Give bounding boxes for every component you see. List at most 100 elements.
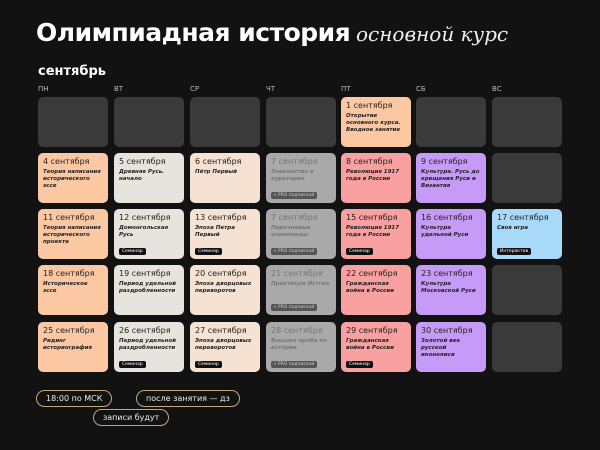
lesson-card[interactable]: 13 сентября Эпоха Петра Первый Семинар bbox=[190, 209, 260, 259]
lesson-tag: Семинар bbox=[346, 361, 373, 368]
lesson-tag: с PRO подпиской bbox=[271, 248, 318, 255]
lesson-date: 21 сентября bbox=[271, 269, 323, 278]
lesson-title: Практикум Истгео bbox=[271, 281, 330, 287]
empty-day bbox=[416, 97, 486, 147]
empty-day bbox=[190, 97, 260, 147]
page-title: Олимпиадная история bbox=[36, 18, 351, 47]
lesson-date: 13 сентября bbox=[195, 213, 247, 222]
lesson-tag: Интерактив bbox=[497, 248, 532, 255]
lesson-tag: с PRO подпиской bbox=[271, 361, 318, 368]
empty-day bbox=[38, 97, 108, 147]
lesson-card[interactable]: 25 сентября Ридинг историография bbox=[38, 322, 108, 372]
weekday-header: СР bbox=[190, 85, 200, 93]
note-homework: после занятия — дз bbox=[136, 390, 240, 407]
lesson-date: 15 сентября bbox=[346, 213, 398, 222]
lesson-date: 5 сентября bbox=[119, 157, 166, 166]
lesson-date: 1 сентября bbox=[346, 101, 393, 110]
lesson-card[interactable]: 21 сентября Практикум Истгео с PRO подписк… bbox=[266, 265, 336, 315]
lesson-card[interactable]: 30 сентября Золотой век русской иконописи bbox=[416, 322, 486, 372]
lesson-title: Теория написания исторического проекта bbox=[43, 225, 101, 245]
lesson-card[interactable]: 17 сентября Своя игра Интерактив bbox=[492, 209, 562, 259]
weekday-header: ВС bbox=[492, 85, 502, 93]
lesson-card[interactable]: 4 сентября Теория написания исторического… bbox=[38, 153, 108, 203]
lesson-card[interactable]: 22 сентября Гражданская война в России bbox=[341, 265, 411, 315]
lesson-card[interactable]: 20 сентября Эпоха дворцовых переворотов bbox=[190, 265, 260, 315]
lesson-date: 16 сентября bbox=[421, 213, 473, 222]
lesson-title: Древняя Русь. начало bbox=[119, 169, 165, 182]
lesson-card[interactable]: 9 сентября Культура. Русь до крещения Рус… bbox=[416, 153, 486, 203]
lesson-date: 27 сентября bbox=[195, 326, 247, 335]
lesson-card[interactable]: 15 сентября Революция 1917 года в России С… bbox=[341, 209, 411, 259]
lesson-date: 20 сентября bbox=[195, 269, 247, 278]
lesson-date: 25 сентября bbox=[43, 326, 95, 335]
lesson-title: Домонгольская Русь bbox=[119, 225, 169, 238]
lesson-card[interactable]: 19 сентября Период удельной раздробленнос… bbox=[114, 265, 184, 315]
note-time: 18:00 по МСК bbox=[36, 390, 113, 407]
lesson-date: 28 сентября bbox=[271, 326, 323, 335]
lesson-title: Революция 1917 года в России bbox=[346, 169, 400, 182]
weekday-header: ПТ bbox=[341, 85, 351, 93]
lesson-card[interactable]: 16 сентября Культура удельной Руси bbox=[416, 209, 486, 259]
empty-day bbox=[492, 97, 562, 147]
lesson-title: Культура Московской Руси bbox=[421, 281, 476, 294]
lesson-title: Золотой век русской иконописи bbox=[421, 338, 461, 358]
lesson-card[interactable]: 26 сентября Период удельной раздробленнос… bbox=[114, 322, 184, 372]
lesson-title: Открытие основного курса. Вводное заняти… bbox=[346, 113, 401, 133]
lesson-title: Перечневые олимпиады bbox=[271, 225, 311, 238]
lesson-title: Пётр Первый bbox=[195, 169, 237, 175]
weekday-header: ВТ bbox=[114, 85, 124, 93]
lesson-date: 12 сентября bbox=[119, 213, 171, 222]
lesson-card[interactable]: 27 сентября Эпоха дворцовых переворотов Се… bbox=[190, 322, 260, 372]
lesson-card[interactable]: 1 сентября Открытие основного курса. Ввод… bbox=[341, 97, 411, 147]
lesson-date: 17 сентября bbox=[497, 213, 549, 222]
note-recordings: записи будут bbox=[93, 409, 170, 426]
lesson-date: 9 сентября bbox=[421, 157, 468, 166]
empty-day bbox=[492, 265, 562, 315]
lesson-date: 26 сентября bbox=[119, 326, 171, 335]
lesson-card[interactable]: 8 сентября Революция 1917 года в России bbox=[341, 153, 411, 203]
lesson-title: Эпоха Петра Первый bbox=[195, 225, 235, 238]
lesson-tag: Семинар bbox=[119, 361, 146, 368]
lesson-title: Культура удельной Руси bbox=[421, 225, 469, 238]
lesson-card[interactable]: 11 сентября Теория написания историческог… bbox=[38, 209, 108, 259]
lesson-card[interactable]: 7 сентября Перечневые олимпиады с PRO подп… bbox=[266, 209, 336, 259]
page-subtitle: основной курс bbox=[356, 22, 509, 46]
lesson-title: Своя игра bbox=[497, 225, 529, 231]
lesson-title: Теория написания исторического эссе bbox=[43, 169, 101, 189]
lesson-title: Эпоха дворцовых переворотов bbox=[195, 281, 252, 294]
lesson-title: Революция 1917 года в России bbox=[346, 225, 400, 238]
weekday-header: ЧТ bbox=[266, 85, 276, 93]
lesson-date: 30 сентября bbox=[421, 326, 473, 335]
lesson-tag: Семинар bbox=[119, 248, 146, 255]
weekday-header: ПН bbox=[38, 85, 49, 93]
lesson-tag: Семинар bbox=[195, 361, 222, 368]
lesson-card[interactable]: 12 сентября Домонгольская Русь Семинар bbox=[114, 209, 184, 259]
lesson-card[interactable]: 18 сентября Историческое эссе bbox=[38, 265, 108, 315]
lesson-title: Высшая проба по истории bbox=[271, 338, 327, 351]
lesson-title: Культура. Русь до крещения Руси и Визант… bbox=[421, 169, 480, 189]
lesson-card[interactable]: 5 сентября Древняя Русь. начало bbox=[114, 153, 184, 203]
empty-day bbox=[492, 322, 562, 372]
lesson-title: Гражданская война в России bbox=[346, 281, 394, 294]
lesson-title: Период удельной раздробленности bbox=[119, 338, 176, 351]
lesson-date: 7 сентября bbox=[271, 213, 318, 222]
lesson-card[interactable]: 7 сентября Знакомство в кураторие с PRO по… bbox=[266, 153, 336, 203]
empty-day bbox=[266, 97, 336, 147]
lesson-title: Историческое эссе bbox=[43, 281, 88, 294]
month-label: сентябрь bbox=[38, 64, 106, 79]
lesson-tag: с PRO подпиской bbox=[271, 192, 318, 199]
lesson-date: 22 сентября bbox=[346, 269, 398, 278]
lesson-date: 7 сентября bbox=[271, 157, 318, 166]
lesson-tag: с PRO подпиской bbox=[271, 304, 318, 311]
lesson-date: 6 сентября bbox=[195, 157, 242, 166]
lesson-card[interactable]: 29 сентября Гражданская война в России Сем… bbox=[341, 322, 411, 372]
lesson-date: 11 сентября bbox=[43, 213, 95, 222]
lesson-card[interactable]: 6 сентября Пётр Первый bbox=[190, 153, 260, 203]
lesson-title: Ридинг историография bbox=[43, 338, 93, 351]
lesson-date: 8 сентября bbox=[346, 157, 393, 166]
lesson-card[interactable]: 28 сентября Высшая проба по истории с PRO … bbox=[266, 322, 336, 372]
lesson-title: Гражданская война в России bbox=[346, 338, 394, 351]
lesson-card[interactable]: 23 сентября Культура Московской Руси bbox=[416, 265, 486, 315]
lesson-date: 29 сентября bbox=[346, 326, 398, 335]
lesson-title: Период удельной раздробленности bbox=[119, 281, 176, 294]
